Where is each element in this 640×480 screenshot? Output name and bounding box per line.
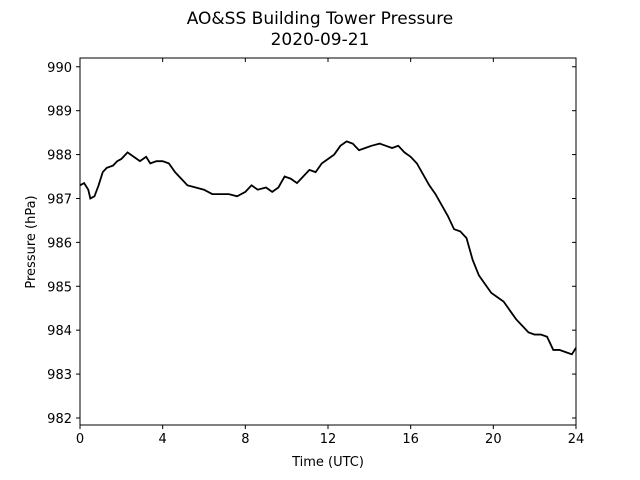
x-axis-label: Time (UTC)	[291, 455, 364, 470]
y-tick-label: 985	[47, 280, 72, 295]
chart-subtitle: 2020-09-21	[271, 30, 370, 50]
y-tick-label: 987	[47, 192, 72, 207]
x-tick-label: 16	[402, 432, 419, 447]
x-tick-label: 12	[320, 432, 337, 447]
y-tick-label: 988	[47, 149, 72, 164]
chart-title: AO&SS Building Tower Pressure	[187, 9, 454, 29]
x-tick-label: 20	[485, 432, 502, 447]
y-tick-label: 986	[47, 236, 72, 251]
data-line	[79, 140, 577, 356]
y-tick-label: 982	[47, 412, 72, 427]
plot-frame	[79, 57, 577, 426]
y-axis-label: Pressure (hPa)	[24, 195, 39, 288]
y-tick-label: 989	[47, 105, 72, 120]
x-tick-label: 24	[568, 432, 585, 447]
y-tick-label: 984	[47, 324, 72, 339]
x-tick-label: 0	[76, 432, 84, 447]
x-tick-label: 4	[159, 432, 167, 447]
x-tick-label: 8	[241, 432, 249, 447]
y-tick-label: 990	[47, 61, 72, 76]
y-tick-label: 983	[47, 368, 72, 383]
